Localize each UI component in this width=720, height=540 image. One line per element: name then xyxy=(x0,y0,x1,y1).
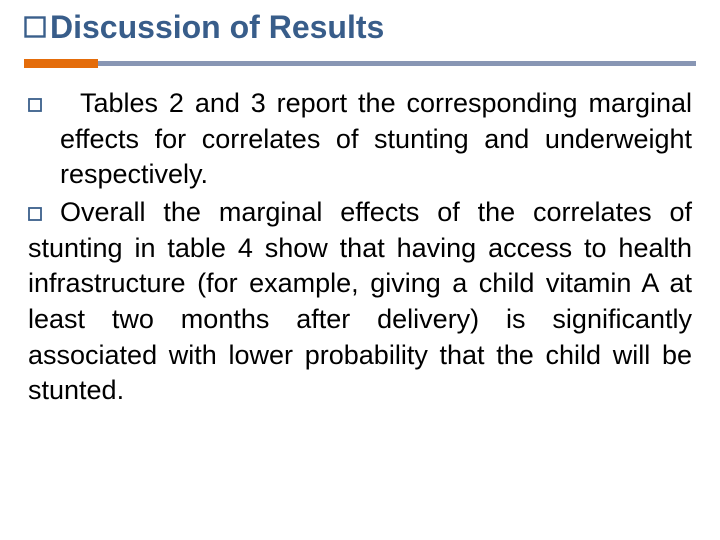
square-bullet-icon xyxy=(28,98,42,112)
list-item: Overall the marginal effects of the corr… xyxy=(28,195,692,409)
bullet-text: Tables 2 and 3 report the corresponding … xyxy=(28,86,692,193)
bullet-text: Overall the marginal effects of the corr… xyxy=(28,195,692,409)
body: Tables 2 and 3 report the corresponding … xyxy=(24,86,696,409)
square-bullet-icon xyxy=(28,207,42,221)
divider-accent xyxy=(24,59,98,68)
divider xyxy=(24,61,696,66)
divider-bar xyxy=(24,61,696,66)
square-bullet-icon xyxy=(24,16,46,38)
slide: Discussion of Results Tables 2 and 3 rep… xyxy=(0,0,720,540)
list-item: Tables 2 and 3 report the corresponding … xyxy=(28,86,692,193)
title-row: Discussion of Results xyxy=(24,10,696,45)
slide-title: Discussion of Results xyxy=(50,10,384,45)
